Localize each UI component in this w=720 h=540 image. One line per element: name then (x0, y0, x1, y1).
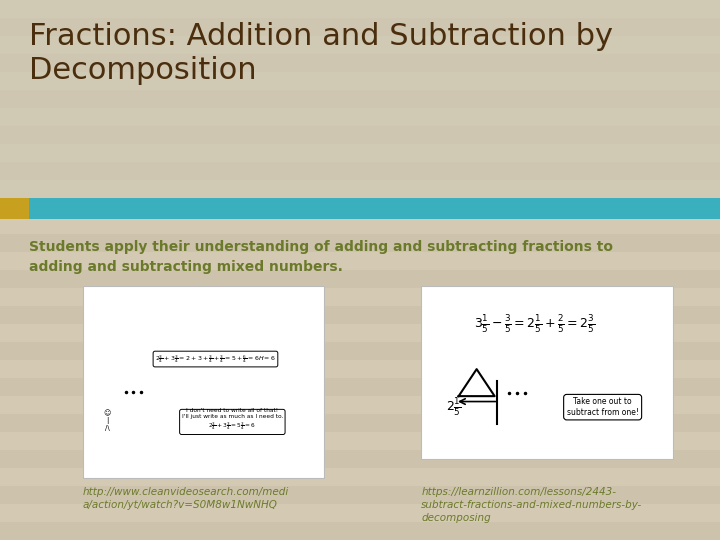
Bar (0, 288, 720, 306)
Bar (0, 144, 720, 162)
Bar (0, 450, 720, 468)
Bar (0, 162, 720, 180)
Bar (0, 234, 720, 252)
Text: Students apply their understanding of adding and subtracting fractions to
adding: Students apply their understanding of ad… (29, 240, 613, 274)
Bar (421, 286, 673, 459)
Bar (0, 396, 720, 414)
Bar (0, 126, 720, 144)
Bar (0, 162, 720, 180)
Bar (0, 252, 720, 270)
Bar (0, 504, 720, 522)
Bar (0, 108, 720, 126)
Bar (0, 180, 720, 198)
Bar (0, 198, 29, 219)
Bar (0, 342, 720, 360)
Text: $3\frac{1}{5}-\frac{3}{5}=2\frac{1}{5}+\frac{2}{5}=2\frac{3}{5}$: $3\frac{1}{5}-\frac{3}{5}=2\frac{1}{5}+\… (474, 313, 595, 335)
Bar (0, 378, 720, 396)
Bar (0, 0, 720, 18)
Bar (0, 54, 720, 72)
Bar (0, 486, 720, 504)
Bar (0, 18, 720, 36)
Text: $2\frac{3}{4}+3\frac{3}{4}=2+3+\frac{3}{4}+\frac{3}{4}=5+\frac{6}{4}=6H=6$: $2\frac{3}{4}+3\frac{3}{4}=2+3+\frac{3}{… (155, 353, 276, 365)
Bar (0, 72, 720, 90)
Bar (0, 36, 720, 54)
Bar (0, 414, 720, 432)
Bar (0, 0, 720, 18)
Text: I don't need to write all of that!
I'll just write as much as I need to.
$2\frac: I don't need to write all of that! I'll … (181, 408, 283, 433)
Bar (83, 286, 324, 478)
Bar (0, 180, 720, 198)
Bar (0, 522, 720, 540)
Bar (0, 144, 720, 162)
Bar (0, 54, 720, 72)
Text: $2\frac{1}{5}$: $2\frac{1}{5}$ (446, 396, 462, 418)
Bar (0, 432, 720, 450)
Bar (0, 90, 720, 108)
Bar (0, 126, 720, 144)
Text: https://learnzillion.com/lessons/2443-
subtract-fractions-and-mixed-numbers-by-
: https://learnzillion.com/lessons/2443- s… (421, 487, 642, 523)
Bar (29, 198, 720, 219)
Bar (0, 90, 720, 108)
Bar (0, 198, 720, 216)
Bar (0, 360, 720, 378)
Text: Fractions: Addition and Subtraction by
Decomposition: Fractions: Addition and Subtraction by D… (29, 22, 613, 85)
Bar (0, 18, 720, 36)
Bar (0, 468, 720, 486)
Bar (0, 108, 720, 126)
Bar (0, 36, 720, 54)
Text: Take one out to
subtract from one!: Take one out to subtract from one! (567, 397, 639, 417)
Bar (0, 0, 720, 198)
Text: http://www.cleanvideosearch.com/medi
a/action/yt/watch?v=S0M8w1NwNHQ: http://www.cleanvideosearch.com/medi a/a… (83, 487, 289, 510)
Bar (0, 216, 720, 234)
Text: ☺
|
/\: ☺ | /\ (103, 410, 111, 431)
Bar (0, 324, 720, 342)
Bar (0, 270, 720, 288)
Bar (0, 306, 720, 324)
Bar (0, 72, 720, 90)
